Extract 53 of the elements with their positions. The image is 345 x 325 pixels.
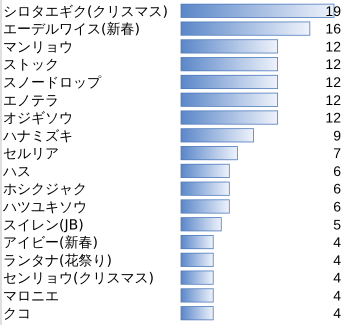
bar [180,146,238,160]
y-tick-label: ハナミズキ [2,128,73,144]
data-label: 19 [325,2,342,19]
y-tick-label: アイビー(新春) [3,235,98,252]
data-label: 4 [333,252,342,268]
data-label: 6 [333,162,342,179]
bar [180,128,254,142]
y-tick-label: センリョウ(クリスマス) [3,270,154,287]
data-label: 16 [325,20,342,37]
bar [180,199,230,214]
data-label: 12 [325,92,342,108]
bar [180,182,230,196]
bar [180,288,214,302]
bar [180,92,278,107]
y-tick-label: クコ [3,306,31,322]
data-label: 6 [333,180,342,197]
data-label: 12 [325,56,342,72]
data-label: 9 [333,127,342,144]
y-tick-label: オジギソウ [3,110,73,127]
data-label: 6 [333,198,342,215]
bar [180,270,214,285]
bar [180,22,310,36]
bar [180,110,278,125]
bar [180,39,278,54]
y-tick-label: ランタナ(花祭り) [3,252,112,269]
bar [180,252,214,267]
data-label: 4 [333,287,342,304]
y-tick-label: スイレン(JB) [3,217,84,234]
y-tick-label: シロタエギク(クリスマス) [3,4,168,20]
data-label: 4 [333,270,342,286]
data-label: 5 [333,216,342,232]
y-tick-label: セルリア [3,146,59,162]
y-tick-label: エノテラ [3,92,59,109]
bar [180,164,230,178]
y-tick-label: ハツユキソウ [2,200,87,216]
data-label: 12 [325,38,342,54]
y-tick-label: ホシクジャク [3,182,87,198]
data-label: 12 [325,74,342,90]
data-label: 12 [325,110,342,126]
bar [180,74,278,90]
y-tick-label: ハス [2,164,31,180]
data-label: 4 [333,234,342,250]
bar [180,217,222,232]
data-label: 7 [333,145,342,162]
bar [180,234,214,250]
y-tick-label: ストック [3,57,59,74]
bar [180,306,214,320]
bar [180,57,278,72]
data-label: 4 [333,305,342,322]
y-tick-label: マロニエ [3,288,59,304]
y-tick-label: スノードロップ [3,74,102,91]
y-tick-label: エーデルワイス(新春) [3,22,140,38]
y-tick-label: マンリョウ [3,39,73,56]
